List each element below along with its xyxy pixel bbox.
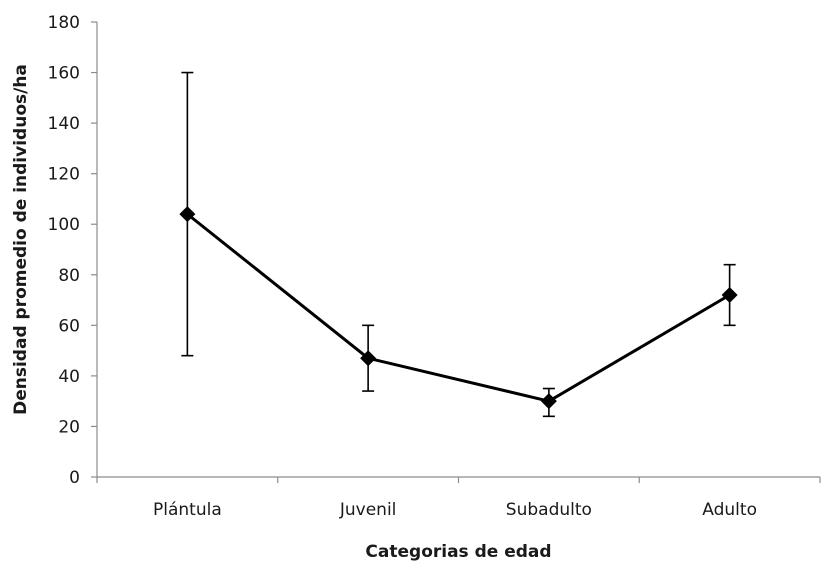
axes bbox=[96, 22, 820, 478]
data-point-marker bbox=[540, 393, 557, 410]
data-point-marker bbox=[179, 206, 196, 223]
series bbox=[179, 206, 738, 410]
data-point-marker bbox=[360, 350, 377, 367]
y-tick-label: 100 bbox=[48, 215, 80, 235]
y-tick-label: 80 bbox=[58, 266, 80, 286]
x-tick-label: Adulto bbox=[702, 500, 757, 520]
x-tick-label: Plántula bbox=[153, 500, 222, 520]
x-tick-label: Juvenil bbox=[339, 500, 397, 520]
y-axis-title: Densidad promedio de individuos/ha bbox=[11, 64, 31, 415]
y-tick-label: 40 bbox=[58, 367, 80, 387]
x-axis-title: Categorias de edad bbox=[365, 542, 551, 562]
y-tick-label: 0 bbox=[69, 468, 80, 488]
x-tick-label: Subadulto bbox=[506, 500, 592, 520]
y-tick-label: 160 bbox=[48, 64, 80, 84]
y-tick-label: 140 bbox=[48, 114, 80, 134]
y-tick-label: 60 bbox=[58, 316, 80, 336]
error-bars bbox=[181, 71, 736, 418]
y-tick-label: 20 bbox=[58, 417, 80, 437]
x-ticks: Plántula Juvenil Subadulto Adulto bbox=[96, 477, 821, 520]
data-point-marker bbox=[721, 287, 738, 303]
y-ticks: 0 20 40 60 80 100 120 140 160 180 bbox=[48, 13, 97, 488]
series-line bbox=[186, 212, 731, 403]
y-tick-label: 180 bbox=[48, 13, 80, 33]
y-tick-label: 120 bbox=[48, 165, 80, 185]
